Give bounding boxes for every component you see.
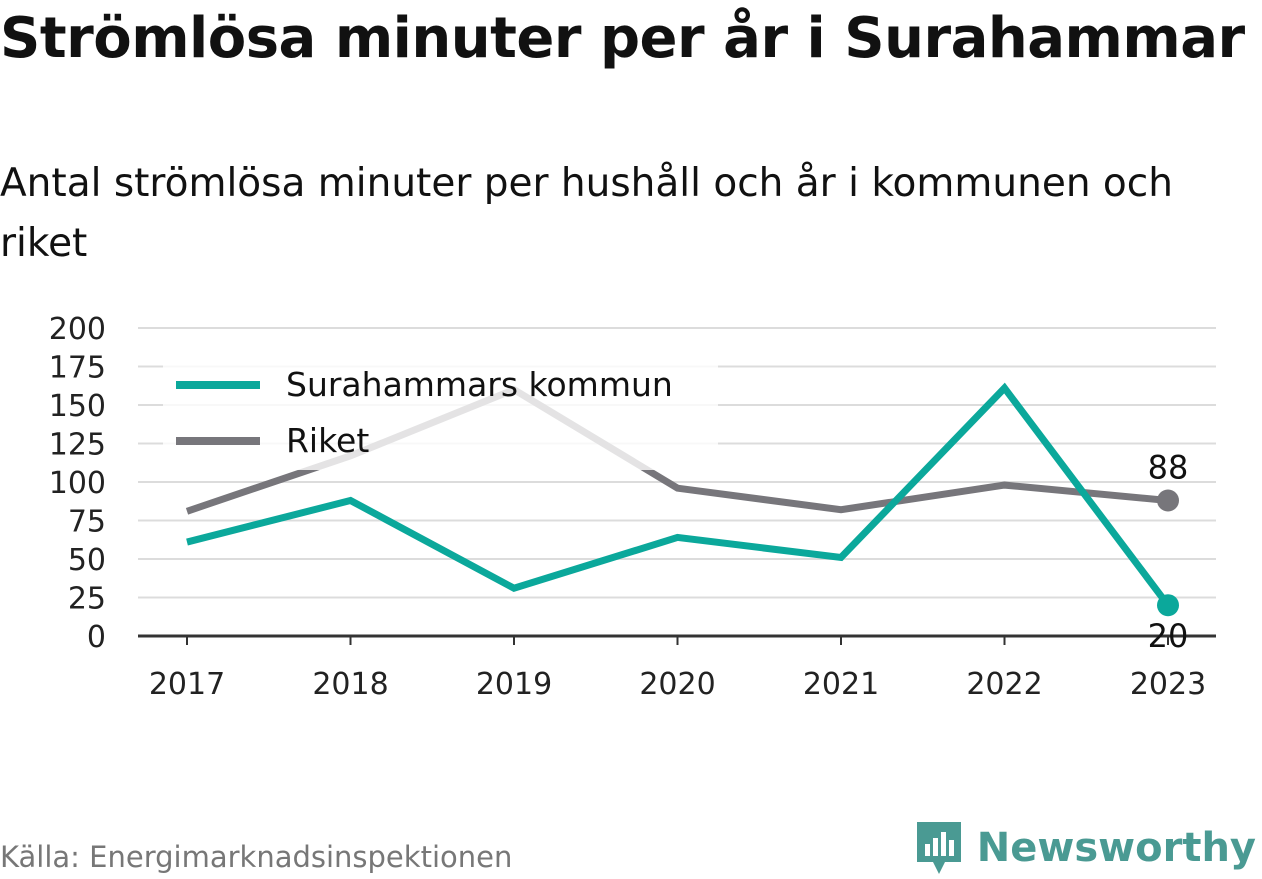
y-tick-label: 0 (87, 620, 106, 655)
series-line (186, 382, 1171, 608)
y-tick-label: 25 (68, 582, 106, 617)
legend-label: Riket (286, 421, 369, 460)
x-tick-label: 2022 (966, 667, 1042, 702)
y-tick-label: 75 (68, 505, 106, 540)
y-tick-label: 125 (49, 428, 106, 463)
x-axis-ticks: 2017 2018 2019 2020 2021 2022 2023 (149, 636, 1206, 702)
legend-label: Surahammars kommun (286, 365, 673, 404)
x-tick-label: 2020 (639, 667, 715, 702)
x-tick-label: 2019 (476, 667, 552, 702)
brand-logo: Newsworthy (915, 818, 1256, 878)
newsworthy-logo-icon (916, 822, 961, 874)
x-tick-label: 2021 (803, 667, 879, 702)
end-value-label: 20 (1148, 617, 1189, 655)
source-note: Källa: Energimarknadsinspektionen (0, 840, 513, 874)
y-tick-label: 100 (49, 466, 106, 501)
y-tick-label: 200 (49, 312, 106, 347)
y-tick-label: 50 (68, 543, 106, 578)
y-tick-label: 150 (49, 389, 106, 424)
x-tick-label: 2023 (1130, 667, 1206, 702)
chart-title: Strömlösa minuter per år i Surahammar (0, 6, 1245, 71)
x-tick-label: 2018 (312, 667, 388, 702)
legend-background (163, 360, 718, 470)
y-tick-label: 175 (49, 351, 106, 386)
legend: Surahammars kommun Riket (163, 360, 718, 470)
end-value-label: 88 (1148, 448, 1189, 486)
end-point (1157, 594, 1179, 617)
x-tick-label: 2017 (149, 667, 225, 702)
chart-subtitle: Antal strömlösa minuter per hushåll och … (0, 161, 1173, 266)
brand-name: Newsworthy (976, 825, 1256, 871)
end-point (1157, 489, 1179, 512)
